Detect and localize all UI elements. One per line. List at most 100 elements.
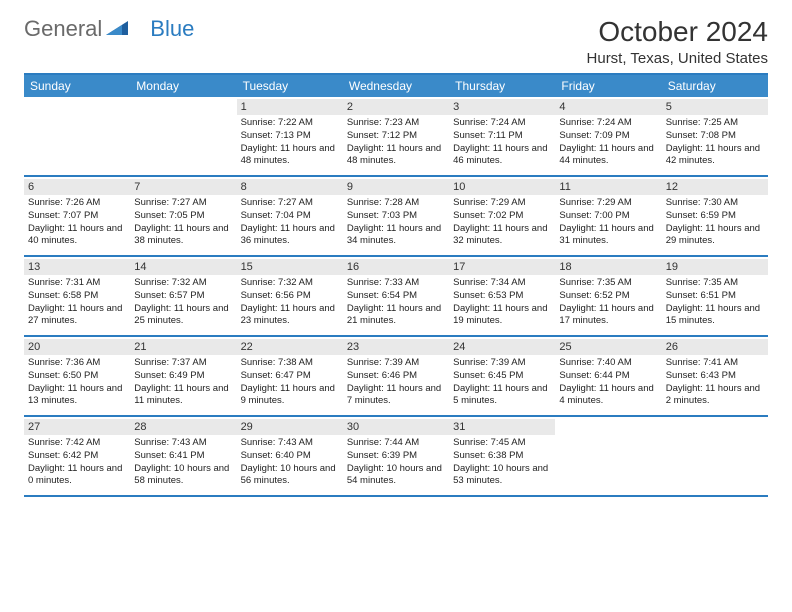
day-number: 28 — [130, 419, 236, 435]
day-cell: 7 Sunrise: 7:27 AMSunset: 7:05 PMDaylight… — [130, 177, 236, 255]
day-cell: 19 Sunrise: 7:35 AMSunset: 6:51 PMDayligh… — [662, 257, 768, 335]
day-number: 31 — [449, 419, 555, 435]
day-number: 8 — [237, 179, 343, 195]
day-info: Sunrise: 7:27 AMSunset: 7:05 PMDaylight:… — [134, 197, 232, 248]
day-info: Sunrise: 7:45 AMSunset: 6:38 PMDaylight:… — [453, 437, 551, 488]
title-block: October 2024 Hurst, Texas, United States — [587, 16, 768, 67]
day-cell: 15 Sunrise: 7:32 AMSunset: 6:56 PMDayligh… — [237, 257, 343, 335]
day-cell: 8 Sunrise: 7:27 AMSunset: 7:04 PMDaylight… — [237, 177, 343, 255]
header: General Blue October 2024 Hurst, Texas, … — [24, 16, 768, 67]
day-info: Sunrise: 7:43 AMSunset: 6:41 PMDaylight:… — [134, 437, 232, 488]
day-cell: 2 Sunrise: 7:23 AMSunset: 7:12 PMDaylight… — [343, 97, 449, 175]
weekday-label: Sunday — [24, 75, 130, 97]
day-cell: 16Sunrise: 7:33 AMSunset: 6:54 PMDayligh… — [343, 257, 449, 335]
day-number: 13 — [24, 259, 130, 275]
day-cell: 12Sunrise: 7:30 AMSunset: 6:59 PMDayligh… — [662, 177, 768, 255]
day-number: 6 — [24, 179, 130, 195]
day-cell: 13 Sunrise: 7:31 AMSunset: 6:58 PMDayligh… — [24, 257, 130, 335]
day-number: 30 — [343, 419, 449, 435]
empty-cell — [24, 97, 130, 175]
day-number: 5 — [662, 99, 768, 115]
day-info: Sunrise: 7:35 AMSunset: 6:51 PMDaylight:… — [666, 277, 764, 328]
day-cell: 1Sunrise: 7:22 AMSunset: 7:13 PMDaylight… — [237, 97, 343, 175]
day-number: 27 — [24, 419, 130, 435]
week-row: 13 Sunrise: 7:31 AMSunset: 6:58 PMDayligh… — [24, 257, 768, 337]
weekday-label: Thursday — [449, 75, 555, 97]
day-cell: 23 Sunrise: 7:39 AMSunset: 6:46 PMDayligh… — [343, 337, 449, 415]
day-cell: 5Sunrise: 7:25 AMSunset: 7:08 PMDaylight… — [662, 97, 768, 175]
day-cell: 22 Sunrise: 7:38 AMSunset: 6:47 PMDayligh… — [237, 337, 343, 415]
day-cell: 10Sunrise: 7:29 AMSunset: 7:02 PMDayligh… — [449, 177, 555, 255]
brand-part2: Blue — [150, 16, 194, 42]
day-number: 26 — [662, 339, 768, 355]
day-info: Sunrise: 7:35 AMSunset: 6:52 PMDaylight:… — [559, 277, 657, 328]
weekday-label: Monday — [130, 75, 236, 97]
day-number: 22 — [237, 339, 343, 355]
day-number: 24 — [449, 339, 555, 355]
day-number: 3 — [449, 99, 555, 115]
day-number: 11 — [555, 179, 661, 195]
weekday-header: SundayMondayTuesdayWednesdayThursdayFrid… — [24, 75, 768, 97]
weekday-label: Saturday — [662, 75, 768, 97]
day-info: Sunrise: 7:40 AMSunset: 6:44 PMDaylight:… — [559, 357, 657, 408]
day-number: 19 — [662, 259, 768, 275]
day-info: Sunrise: 7:34 AMSunset: 6:53 PMDaylight:… — [453, 277, 551, 328]
day-info: Sunrise: 7:32 AMSunset: 6:56 PMDaylight:… — [241, 277, 339, 328]
day-cell: 11 Sunrise: 7:29 AMSunset: 7:00 PMDayligh… — [555, 177, 661, 255]
day-info: Sunrise: 7:31 AMSunset: 6:58 PMDaylight:… — [28, 277, 126, 328]
day-cell: 21 Sunrise: 7:37 AMSunset: 6:49 PMDayligh… — [130, 337, 236, 415]
day-info: Sunrise: 7:30 AMSunset: 6:59 PMDaylight:… — [666, 197, 764, 248]
day-cell: 25Sunrise: 7:40 AMSunset: 6:44 PMDayligh… — [555, 337, 661, 415]
day-info: Sunrise: 7:44 AMSunset: 6:39 PMDaylight:… — [347, 437, 445, 488]
day-info: Sunrise: 7:29 AMSunset: 7:00 PMDaylight:… — [559, 197, 657, 248]
day-info: Sunrise: 7:24 AMSunset: 7:11 PMDaylight:… — [453, 117, 551, 168]
week-row: 20Sunrise: 7:36 AMSunset: 6:50 PMDayligh… — [24, 337, 768, 417]
weeks-container: 1Sunrise: 7:22 AMSunset: 7:13 PMDaylight… — [24, 97, 768, 497]
day-number: 15 — [237, 259, 343, 275]
calendar: SundayMondayTuesdayWednesdayThursdayFrid… — [24, 73, 768, 497]
calendar-page: General Blue October 2024 Hurst, Texas, … — [0, 0, 792, 513]
day-cell: 18Sunrise: 7:35 AMSunset: 6:52 PMDayligh… — [555, 257, 661, 335]
brand-part1: General — [24, 16, 102, 42]
day-number: 21 — [130, 339, 236, 355]
day-info: Sunrise: 7:28 AMSunset: 7:03 PMDaylight:… — [347, 197, 445, 248]
week-row: 6Sunrise: 7:26 AMSunset: 7:07 PMDaylight… — [24, 177, 768, 257]
day-info: Sunrise: 7:39 AMSunset: 6:46 PMDaylight:… — [347, 357, 445, 408]
weekday-label: Wednesday — [343, 75, 449, 97]
location: Hurst, Texas, United States — [587, 50, 768, 67]
day-number: 9 — [343, 179, 449, 195]
day-info: Sunrise: 7:42 AMSunset: 6:42 PMDaylight:… — [28, 437, 126, 488]
day-info: Sunrise: 7:22 AMSunset: 7:13 PMDaylight:… — [241, 117, 339, 168]
day-info: Sunrise: 7:39 AMSunset: 6:45 PMDaylight:… — [453, 357, 551, 408]
day-info: Sunrise: 7:41 AMSunset: 6:43 PMDaylight:… — [666, 357, 764, 408]
weekday-label: Friday — [555, 75, 661, 97]
day-info: Sunrise: 7:37 AMSunset: 6:49 PMDaylight:… — [134, 357, 232, 408]
day-cell: 14Sunrise: 7:32 AMSunset: 6:57 PMDayligh… — [130, 257, 236, 335]
empty-cell — [130, 97, 236, 175]
day-info: Sunrise: 7:36 AMSunset: 6:50 PMDaylight:… — [28, 357, 126, 408]
week-row: 27 Sunrise: 7:42 AMSunset: 6:42 PMDayligh… — [24, 417, 768, 497]
day-cell: 6Sunrise: 7:26 AMSunset: 7:07 PMDaylight… — [24, 177, 130, 255]
day-cell: 30 Sunrise: 7:44 AMSunset: 6:39 PMDayligh… — [343, 417, 449, 495]
day-cell: 27 Sunrise: 7:42 AMSunset: 6:42 PMDayligh… — [24, 417, 130, 495]
day-cell: 9 Sunrise: 7:28 AMSunset: 7:03 PMDaylight… — [343, 177, 449, 255]
day-number: 7 — [130, 179, 236, 195]
week-row: 1Sunrise: 7:22 AMSunset: 7:13 PMDaylight… — [24, 97, 768, 177]
month-title: October 2024 — [587, 16, 768, 48]
day-info: Sunrise: 7:24 AMSunset: 7:09 PMDaylight:… — [559, 117, 657, 168]
day-info: Sunrise: 7:23 AMSunset: 7:12 PMDaylight:… — [347, 117, 445, 168]
day-cell: 24 Sunrise: 7:39 AMSunset: 6:45 PMDayligh… — [449, 337, 555, 415]
day-info: Sunrise: 7:38 AMSunset: 6:47 PMDaylight:… — [241, 357, 339, 408]
day-number: 23 — [343, 339, 449, 355]
day-cell: 20Sunrise: 7:36 AMSunset: 6:50 PMDayligh… — [24, 337, 130, 415]
day-number: 2 — [343, 99, 449, 115]
day-cell: 3 Sunrise: 7:24 AMSunset: 7:11 PMDaylight… — [449, 97, 555, 175]
day-info: Sunrise: 7:32 AMSunset: 6:57 PMDaylight:… — [134, 277, 232, 328]
day-cell: 17Sunrise: 7:34 AMSunset: 6:53 PMDayligh… — [449, 257, 555, 335]
day-cell: 4Sunrise: 7:24 AMSunset: 7:09 PMDaylight… — [555, 97, 661, 175]
day-info: Sunrise: 7:27 AMSunset: 7:04 PMDaylight:… — [241, 197, 339, 248]
day-info: Sunrise: 7:43 AMSunset: 6:40 PMDaylight:… — [241, 437, 339, 488]
day-info: Sunrise: 7:29 AMSunset: 7:02 PMDaylight:… — [453, 197, 551, 248]
day-cell: 29Sunrise: 7:43 AMSunset: 6:40 PMDayligh… — [237, 417, 343, 495]
empty-cell — [662, 417, 768, 495]
